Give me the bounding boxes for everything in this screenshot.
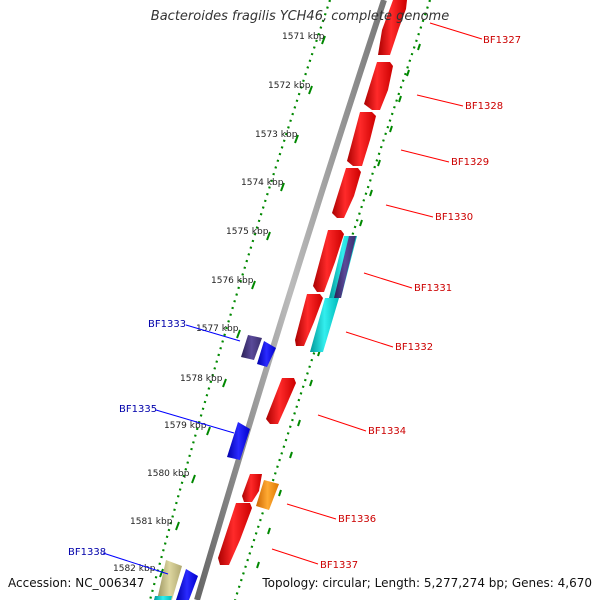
tick-label: 1572 kbp: [268, 81, 311, 91]
tick-labels: 1571 kbp 1572 kbp 1573 kbp 1574 kbp 1575…: [113, 32, 325, 574]
tick-label: 1577 kbp: [196, 324, 239, 334]
gene-bf1332-red[interactable]: [295, 294, 323, 346]
forward-strand-features: [218, 0, 407, 565]
feature-bf1336-orange[interactable]: [256, 480, 279, 510]
gene-label-bf1333[interactable]: BF1333: [148, 319, 186, 330]
gene-label-bf1335[interactable]: BF1335: [119, 404, 157, 415]
tick-label: 1573 kbp: [255, 130, 298, 140]
gene-label-bf1328[interactable]: BF1328: [465, 101, 503, 112]
gene-bf1334[interactable]: [266, 378, 296, 424]
gene-bf1335[interactable]: [227, 422, 250, 460]
gene-label-bf1332[interactable]: BF1332: [395, 342, 433, 353]
gene-labels: BF1327 BF1328 BF1329 BF1330 BF1331 BF133…: [68, 35, 521, 571]
gene-label-bf1331[interactable]: BF1331: [414, 283, 452, 294]
gene-label-bf1337[interactable]: BF1337: [320, 560, 358, 571]
tick-label: 1580 kbp: [147, 469, 190, 479]
tick-label: 1574 kbp: [241, 178, 284, 188]
gene-label-bf1330[interactable]: BF1330: [435, 212, 473, 223]
gene-bf1338-blue[interactable]: [176, 569, 198, 600]
gene-bf1333-purple[interactable]: [241, 335, 262, 360]
gene-bf1338-cyan[interactable]: [154, 596, 172, 600]
inner-tick-marks: [159, 35, 326, 578]
map-title: Bacteroides fragilis YCH46, complete gen…: [150, 9, 450, 24]
gene-bf1329[interactable]: [347, 112, 376, 166]
feature-bf1332-band[interactable]: [310, 298, 339, 352]
tick-label: 1571 kbp: [282, 32, 325, 42]
gene-label-bf1327[interactable]: BF1327: [483, 35, 521, 46]
outer-tick-marks: [256, 43, 421, 569]
gene-bf1338-khaki[interactable]: [157, 560, 182, 600]
tick-label: 1576 kbp: [211, 276, 254, 286]
gene-bf1327[interactable]: [378, 0, 407, 55]
gene-bf1337[interactable]: [218, 503, 252, 565]
gene-label-bf1334[interactable]: BF1334: [368, 426, 406, 437]
gene-bf1328[interactable]: [364, 62, 393, 110]
tick-label: 1575 kbp: [226, 227, 269, 237]
tick-label: 1579 kbp: [164, 421, 207, 431]
label-leaders: [102, 22, 483, 575]
tick-label: 1578 kbp: [180, 374, 223, 384]
gene-bf1336-red[interactable]: [242, 474, 262, 502]
gene-bf1331-red[interactable]: [313, 230, 344, 292]
reverse-strand-features: [154, 335, 276, 600]
genome-summary: Topology: circular; Length: 5,277,274 bp…: [262, 576, 592, 590]
feature-bf1331-purple[interactable]: [334, 236, 356, 298]
accession-label: Accession: NC_006347: [8, 576, 145, 590]
tick-label: 1581 kbp: [130, 517, 173, 527]
gene-label-bf1338[interactable]: BF1338: [68, 547, 106, 558]
gene-label-bf1329[interactable]: BF1329: [451, 157, 489, 168]
gene-bf1330[interactable]: [332, 168, 361, 218]
gene-label-bf1336[interactable]: BF1336: [338, 514, 376, 525]
annotated-features: [256, 236, 357, 510]
tick-label: 1582 kbp: [113, 564, 156, 574]
genome-backbone: [194, 0, 387, 601]
gene-bf1333-blue[interactable]: [257, 341, 276, 367]
